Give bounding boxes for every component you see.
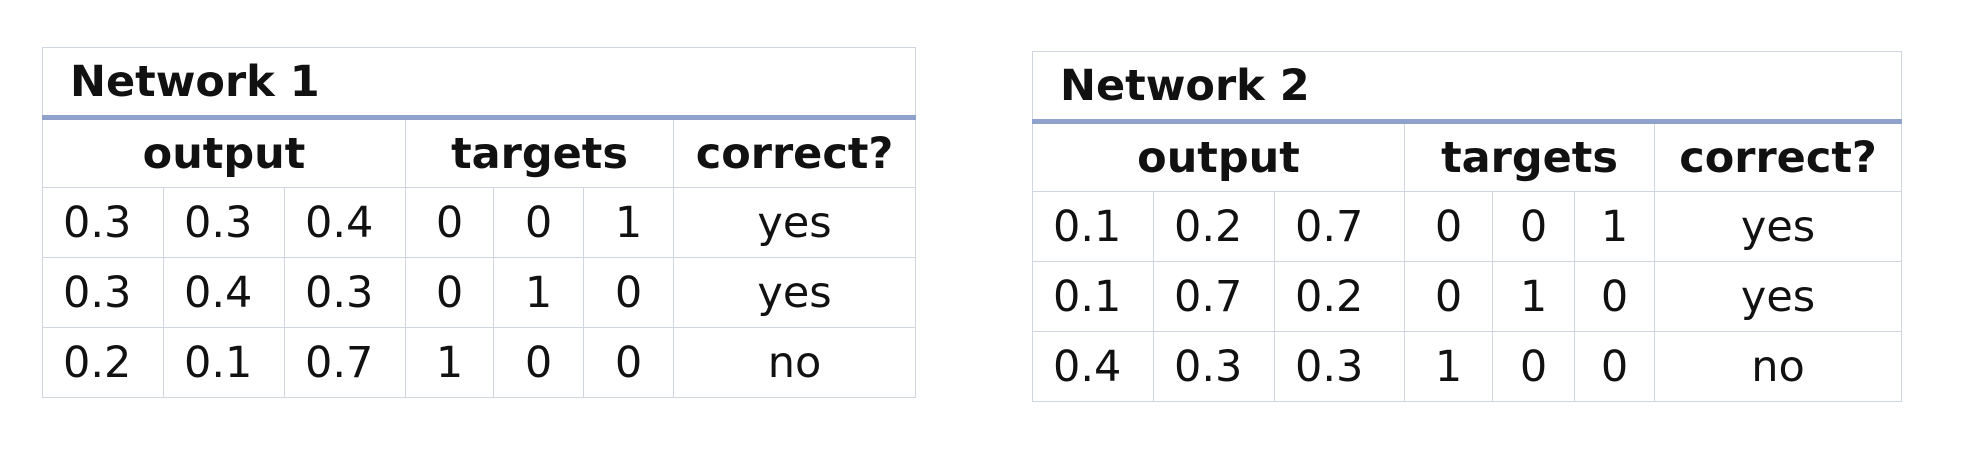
target-value: 0: [1492, 191, 1575, 262]
target-value: 0: [405, 187, 494, 258]
table-title: Network 1: [41, 47, 917, 120]
output-value: 0.3: [42, 187, 164, 258]
table-row: 0.2 0.1 0.7 1 0 0 no: [42, 327, 917, 398]
output-value: 0.4: [284, 187, 406, 258]
output-header: output: [1032, 121, 1405, 192]
output-value: 0.4: [1032, 331, 1154, 402]
output-value: 0.2: [1274, 261, 1405, 332]
output-value: 0.4: [163, 257, 285, 328]
output-value: 0.2: [42, 327, 164, 398]
target-value: 0: [583, 327, 674, 398]
table-row: 0.3 0.4 0.3 0 1 0 yes: [42, 257, 917, 328]
table-row: 0.1 0.7 0.2 0 1 0 yes: [1032, 261, 1903, 332]
output-value: 0.3: [163, 187, 285, 258]
output-value: 0.3: [1153, 331, 1275, 402]
correct-value: yes: [1653, 261, 1903, 332]
network-2-table: Network 2 output targets correct? 0.1 0.…: [1031, 51, 1903, 402]
table-row: 0.1 0.2 0.7 0 0 1 yes: [1032, 191, 1903, 262]
target-value: 0: [405, 257, 494, 328]
correct-value: yes: [1653, 191, 1903, 262]
correct-value: no: [1653, 331, 1903, 402]
correct-value: yes: [672, 257, 917, 328]
table-row: 0.3 0.3 0.4 0 0 1 yes: [42, 187, 917, 258]
target-value: 0: [1574, 261, 1655, 332]
correct-value: yes: [672, 187, 917, 258]
target-value: 0: [1574, 331, 1655, 402]
output-value: 0.2: [1153, 191, 1275, 262]
correct-header: correct?: [1653, 121, 1903, 192]
output-value: 0.3: [284, 257, 406, 328]
target-value: 1: [493, 257, 584, 328]
target-value: 1: [1574, 191, 1655, 262]
target-value: 0: [493, 327, 584, 398]
network-1-table: Network 1 output targets correct? 0.3 0.…: [41, 47, 917, 398]
target-value: 0: [1404, 261, 1493, 332]
target-value: 1: [583, 187, 674, 258]
targets-header: targets: [1404, 121, 1655, 192]
target-value: 0: [1404, 191, 1493, 262]
correct-value: no: [672, 327, 917, 398]
target-value: 1: [1404, 331, 1493, 402]
target-value: 0: [1492, 331, 1575, 402]
output-value: 0.3: [1274, 331, 1405, 402]
table-row: 0.4 0.3 0.3 1 0 0 no: [1032, 331, 1903, 402]
correct-header: correct?: [672, 117, 917, 188]
output-value: 0.3: [42, 257, 164, 328]
output-value: 0.7: [284, 327, 406, 398]
output-value: 0.1: [163, 327, 285, 398]
output-header: output: [42, 117, 406, 188]
output-value: 0.1: [1032, 191, 1154, 262]
table-title: Network 2: [1031, 51, 1903, 124]
target-value: 0: [583, 257, 674, 328]
output-value: 0.7: [1274, 191, 1405, 262]
target-value: 0: [493, 187, 584, 258]
target-value: 1: [1492, 261, 1575, 332]
targets-header: targets: [405, 117, 674, 188]
output-value: 0.1: [1032, 261, 1154, 332]
target-value: 1: [405, 327, 494, 398]
output-value: 0.7: [1153, 261, 1275, 332]
